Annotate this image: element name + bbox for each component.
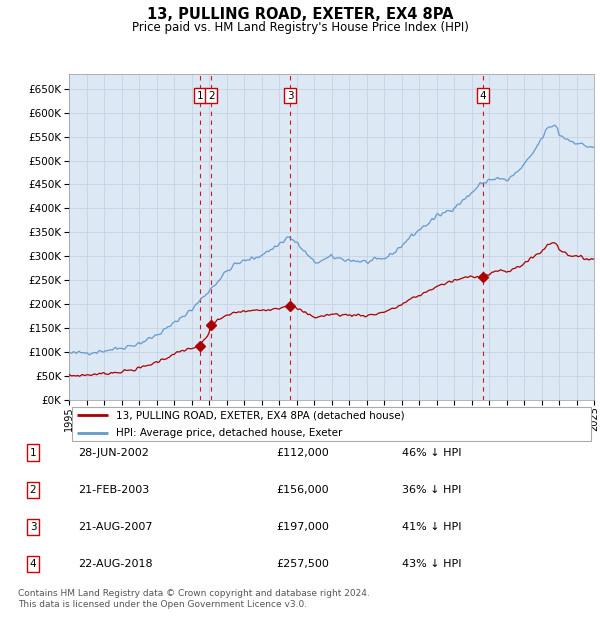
Text: £197,000: £197,000 bbox=[276, 522, 329, 532]
Text: 13, PULLING ROAD, EXETER, EX4 8PA (detached house): 13, PULLING ROAD, EXETER, EX4 8PA (detac… bbox=[116, 410, 405, 420]
Text: 2: 2 bbox=[29, 485, 37, 495]
Text: 4: 4 bbox=[29, 559, 37, 569]
Text: 2: 2 bbox=[208, 91, 215, 100]
Text: 22-AUG-2018: 22-AUG-2018 bbox=[78, 559, 152, 569]
Text: 21-FEB-2003: 21-FEB-2003 bbox=[78, 485, 149, 495]
Text: £156,000: £156,000 bbox=[276, 485, 329, 495]
Text: 1: 1 bbox=[197, 91, 203, 100]
Text: 43% ↓ HPI: 43% ↓ HPI bbox=[402, 559, 461, 569]
Text: 3: 3 bbox=[287, 91, 293, 100]
Text: 21-AUG-2007: 21-AUG-2007 bbox=[78, 522, 152, 532]
Text: HPI: Average price, detached house, Exeter: HPI: Average price, detached house, Exet… bbox=[116, 428, 343, 438]
Text: £112,000: £112,000 bbox=[276, 448, 329, 458]
FancyBboxPatch shape bbox=[71, 407, 592, 441]
Text: 41% ↓ HPI: 41% ↓ HPI bbox=[402, 522, 461, 532]
Text: £257,500: £257,500 bbox=[276, 559, 329, 569]
Text: 13, PULLING ROAD, EXETER, EX4 8PA: 13, PULLING ROAD, EXETER, EX4 8PA bbox=[147, 7, 453, 22]
Text: 4: 4 bbox=[479, 91, 486, 100]
Text: 36% ↓ HPI: 36% ↓ HPI bbox=[402, 485, 461, 495]
Text: 3: 3 bbox=[29, 522, 37, 532]
Text: 28-JUN-2002: 28-JUN-2002 bbox=[78, 448, 149, 458]
Text: Price paid vs. HM Land Registry's House Price Index (HPI): Price paid vs. HM Land Registry's House … bbox=[131, 21, 469, 34]
Text: 1: 1 bbox=[29, 448, 37, 458]
Text: Contains HM Land Registry data © Crown copyright and database right 2024.
This d: Contains HM Land Registry data © Crown c… bbox=[18, 590, 370, 609]
Text: 46% ↓ HPI: 46% ↓ HPI bbox=[402, 448, 461, 458]
